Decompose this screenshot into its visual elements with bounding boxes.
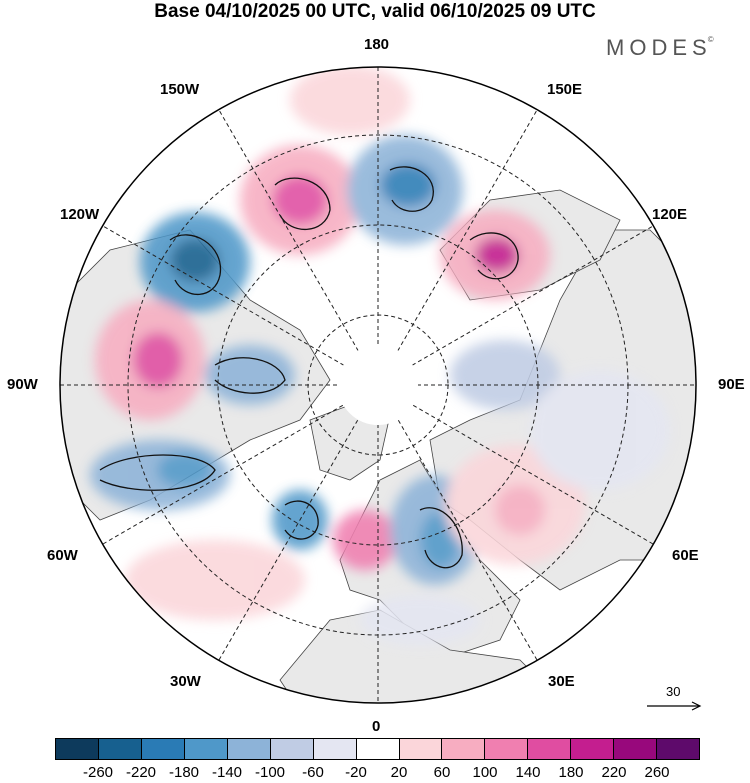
colorbar-segment (528, 739, 572, 759)
streamline-45w (284, 500, 319, 540)
lon-label-150w: 150W (160, 81, 200, 98)
colorbar-tick-label: -60 (302, 764, 324, 781)
colorbar-tick-label: -100 (254, 764, 286, 781)
colorbar-tick-label: 20 (390, 764, 408, 781)
modes-logo: MODES© (606, 35, 714, 61)
reference-vector-value: 30 (666, 684, 681, 699)
colorbar-tick-label: 260 (644, 764, 670, 781)
anomaly-negative-170e-core (380, 163, 436, 207)
streamline-25e (419, 507, 463, 569)
copyright-mark: © (707, 35, 714, 44)
anomaly-positive-160w-core (272, 175, 328, 225)
anomaly-negative-south (360, 595, 480, 645)
anomaly-positive-140e-core (475, 237, 519, 273)
lon-label-180: 180 (364, 36, 390, 53)
colorbar-segment (313, 739, 357, 759)
reference-vector-arrow (647, 701, 702, 711)
streamline-160w (274, 177, 331, 231)
lon-label-60w: 60W (47, 547, 78, 564)
streamline-170e (389, 166, 434, 212)
pole-hole (338, 345, 418, 425)
anomaly-negative-90e (450, 340, 560, 410)
colorbar-tick-label: 180 (558, 764, 584, 781)
colorbar-tick-label: 140 (515, 764, 541, 781)
colorbar-tick-label: -20 (345, 764, 367, 781)
lon-label-120w: 120W (60, 206, 100, 223)
streamlines (99, 166, 519, 569)
colorbar-tick-label: -140 (211, 764, 243, 781)
map-title: Base 04/10/2025 00 UTC, valid 06/10/2025… (154, 1, 596, 22)
anomaly-positive-15w (333, 510, 397, 570)
lon-label-90e: 90E (718, 376, 745, 393)
brand-text: MODES (606, 35, 712, 60)
lon-label-30e: 30E (548, 673, 575, 690)
colorbar-segment (657, 739, 700, 759)
lon-label-0: 0 (372, 718, 381, 735)
anomaly-negative-75w-core (157, 452, 213, 488)
colorbar (55, 738, 700, 760)
colorbar-tick-label: -220 (125, 764, 157, 781)
colorbar-segment (141, 739, 185, 759)
anomaly-positive-55e-core (495, 485, 545, 535)
colorbar-tick-label: -260 (82, 764, 114, 781)
map-disc (60, 67, 696, 703)
colorbar-segment (399, 739, 443, 759)
lon-label-30w: 30W (170, 673, 201, 690)
colorbar-segment (270, 739, 314, 759)
colorbar-tick-label: -180 (168, 764, 200, 781)
streamline-75w (99, 454, 216, 491)
lon-label-150e: 150E (547, 81, 583, 98)
colorbar-segment (614, 739, 658, 759)
streamline-130w (169, 234, 222, 296)
colorbar-tick-label: 100 (472, 764, 498, 781)
colorbar-segment (98, 739, 142, 759)
streamline-95w (214, 357, 286, 394)
anomaly-negative-east (530, 370, 670, 490)
anomaly-negative-130w-core (170, 238, 220, 282)
lon-label-60e: 60E (672, 547, 699, 564)
colorbar-segment (56, 739, 99, 759)
colorbar-tick-label: 220 (601, 764, 627, 781)
lon-label-90w: 90W (7, 376, 38, 393)
streamline-140e (469, 232, 519, 280)
colorbar-ticks: -260 -220 -180 -140 -100 -60 -20 20 60 100 140 180 2… (0, 765, 750, 783)
colorbar-segment (442, 739, 486, 759)
colorbar-segment (356, 739, 400, 759)
anomaly-positive-100w-core (133, 332, 183, 388)
colorbar-segment (227, 739, 271, 759)
colorbar-segment (485, 739, 529, 759)
colorbar-segment (571, 739, 615, 759)
colorbar-tick-label: 60 (433, 764, 451, 781)
lon-label-120e: 120E (652, 206, 688, 223)
anomaly-positive-pacific (290, 67, 410, 135)
anomaly-positive-atlantic (125, 540, 305, 620)
colorbar-segment (184, 739, 228, 759)
map-border (59, 66, 697, 704)
